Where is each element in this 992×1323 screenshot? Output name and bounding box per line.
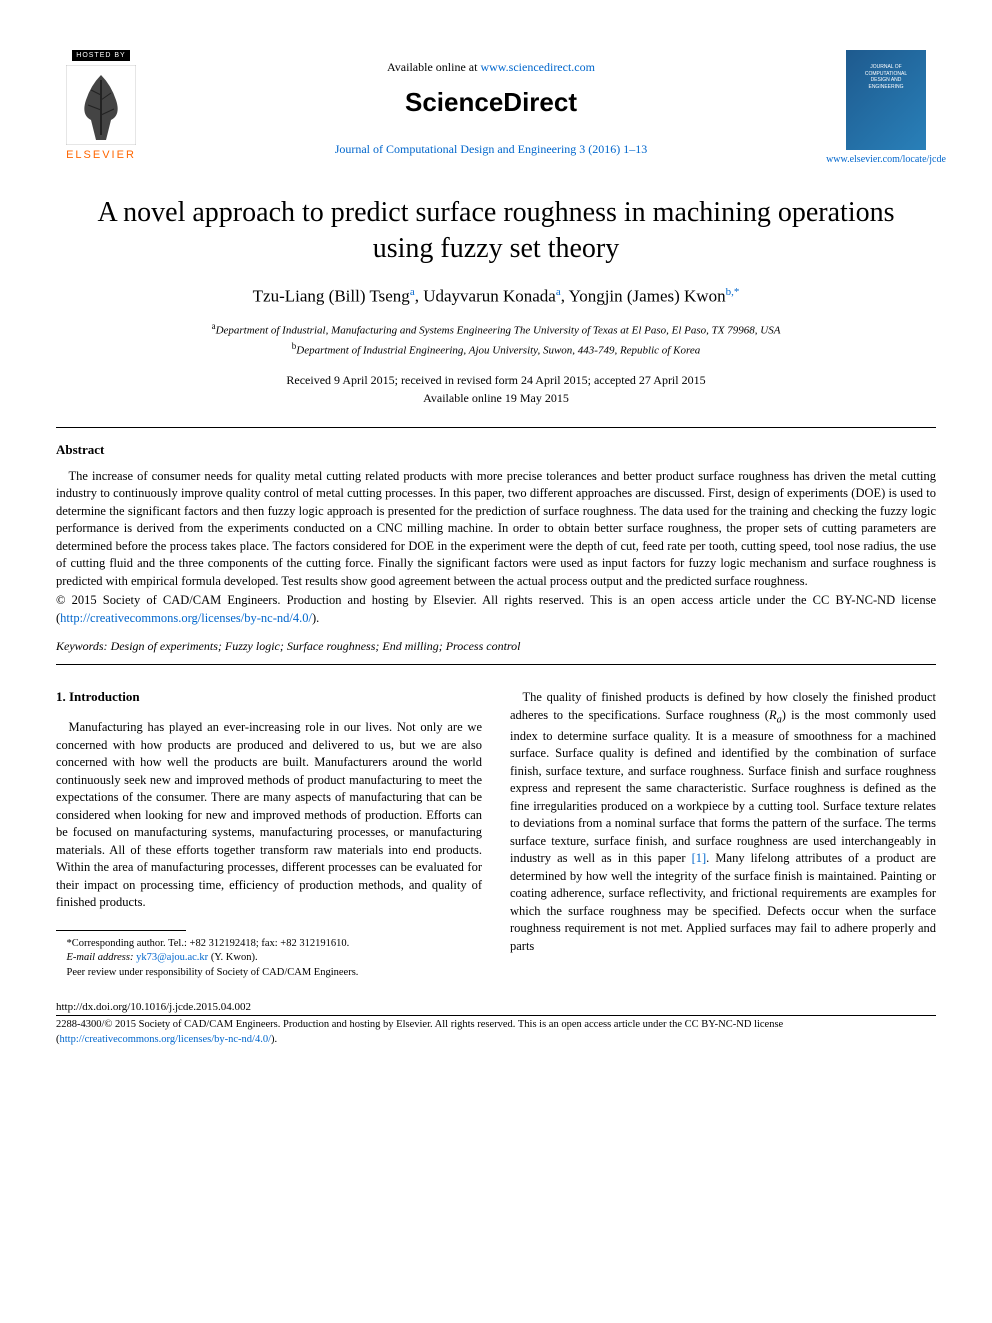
email-line: E-mail address: yk73@ajou.ac.kr (Y. Kwon… <box>56 951 482 966</box>
abstract-copyright: © 2015 Society of CAD/CAM Engineers. Pro… <box>56 592 936 627</box>
email-label: E-mail address: <box>67 952 137 963</box>
keywords: Keywords: Design of experiments; Fuzzy l… <box>56 639 936 654</box>
journal-cover-text: JOURNAL OF COMPUTATIONAL DESIGN AND ENGI… <box>865 64 907 90</box>
elsevier-tree-icon <box>66 65 136 145</box>
author-1-mark[interactable]: a <box>410 286 415 298</box>
keywords-label: Keywords: <box>56 639 108 653</box>
rule-below-keywords <box>56 664 936 665</box>
author-3-mark[interactable]: b, <box>726 286 734 298</box>
journal-cover-thumbnail[interactable]: JOURNAL OF COMPUTATIONAL DESIGN AND ENGI… <box>846 50 926 150</box>
peer-review-line: Peer review under responsibility of Soci… <box>56 966 482 981</box>
bottom-close: ). <box>271 1034 277 1045</box>
page-bottom: http://dx.doi.org/10.1016/j.jcde.2015.04… <box>56 1001 936 1047</box>
copyright-close: ). <box>312 611 319 625</box>
author-2: Udayvarun Konada <box>423 286 556 305</box>
journal-reference[interactable]: Journal of Computational Design and Engi… <box>335 142 648 157</box>
right-column: The quality of finished products is defi… <box>510 689 936 981</box>
article-title: A novel approach to predict surface roug… <box>76 195 916 268</box>
sciencedirect-logo: ScienceDirect <box>405 87 577 118</box>
author-1: Tzu-Liang (Bill) Tseng <box>253 286 410 305</box>
footnote-rule <box>56 930 186 931</box>
available-online-prefix: Available online at <box>387 60 480 74</box>
section-1-heading: 1. Introduction <box>56 689 482 705</box>
intro-para-right: The quality of finished products is defi… <box>510 689 936 955</box>
author-3: Yongjin (James) Kwon <box>569 286 726 305</box>
corresponding-mark[interactable]: * <box>734 286 740 298</box>
header: HOSTED BY ELSEVIER Available online at w… <box>56 50 936 165</box>
dates-line1: Received 9 April 2015; received in revis… <box>286 373 705 387</box>
affil-b-text: Department of Industrial Engineering, Aj… <box>296 344 700 356</box>
sciencedirect-url-link[interactable]: www.sciencedirect.com <box>480 60 595 74</box>
article-dates: Received 9 April 2015; received in revis… <box>56 371 936 407</box>
hosted-by-badge: HOSTED BY <box>72 50 129 61</box>
doi: http://dx.doi.org/10.1016/j.jcde.2015.04… <box>56 1001 936 1013</box>
available-online: Available online at www.sciencedirect.co… <box>387 60 595 75</box>
corresponding-footnote: *Corresponding author. Tel.: +82 3121924… <box>56 937 482 981</box>
body-columns: 1. Introduction Manufacturing has played… <box>56 689 936 981</box>
bottom-license-link[interactable]: http://creativecommons.org/licenses/by-n… <box>60 1034 272 1045</box>
bottom-rule <box>56 1015 936 1016</box>
bottom-copyright: 2288-4300/© 2015 Society of CAD/CAM Engi… <box>56 1018 936 1047</box>
elsevier-logo-block: HOSTED BY ELSEVIER <box>56 50 146 161</box>
rule-above-abstract <box>56 427 936 428</box>
authors: Tzu-Liang (Bill) Tsenga, Udayvarun Konad… <box>56 286 936 307</box>
dates-line2: Available online 19 May 2015 <box>423 391 569 405</box>
corr-author-line: *Corresponding author. Tel.: +82 3121924… <box>56 937 482 952</box>
intro-para-left: Manufacturing has played an ever-increas… <box>56 719 482 912</box>
license-link[interactable]: http://creativecommons.org/licenses/by-n… <box>60 611 312 625</box>
locate-link[interactable]: www.elsevier.com/locate/jcde <box>826 154 946 165</box>
email-suffix: (Y. Kwon). <box>208 952 257 963</box>
author-2-mark[interactable]: a <box>556 286 561 298</box>
affil-a-text: Department of Industrial, Manufacturing … <box>216 325 781 337</box>
citation-1[interactable]: [1] <box>692 851 707 865</box>
keywords-text: Design of experiments; Fuzzy logic; Surf… <box>108 639 521 653</box>
email-link[interactable]: yk73@ajou.ac.kr <box>136 952 208 963</box>
abstract-body: The increase of consumer needs for quali… <box>56 468 936 591</box>
left-column: 1. Introduction Manufacturing has played… <box>56 689 482 981</box>
center-header: Available online at www.sciencedirect.co… <box>146 50 836 157</box>
abstract-heading: Abstract <box>56 442 936 458</box>
affiliations: aDepartment of Industrial, Manufacturing… <box>56 320 936 358</box>
journal-cover-block: JOURNAL OF COMPUTATIONAL DESIGN AND ENGI… <box>836 50 936 165</box>
elsevier-wordmark: ELSEVIER <box>66 149 136 161</box>
